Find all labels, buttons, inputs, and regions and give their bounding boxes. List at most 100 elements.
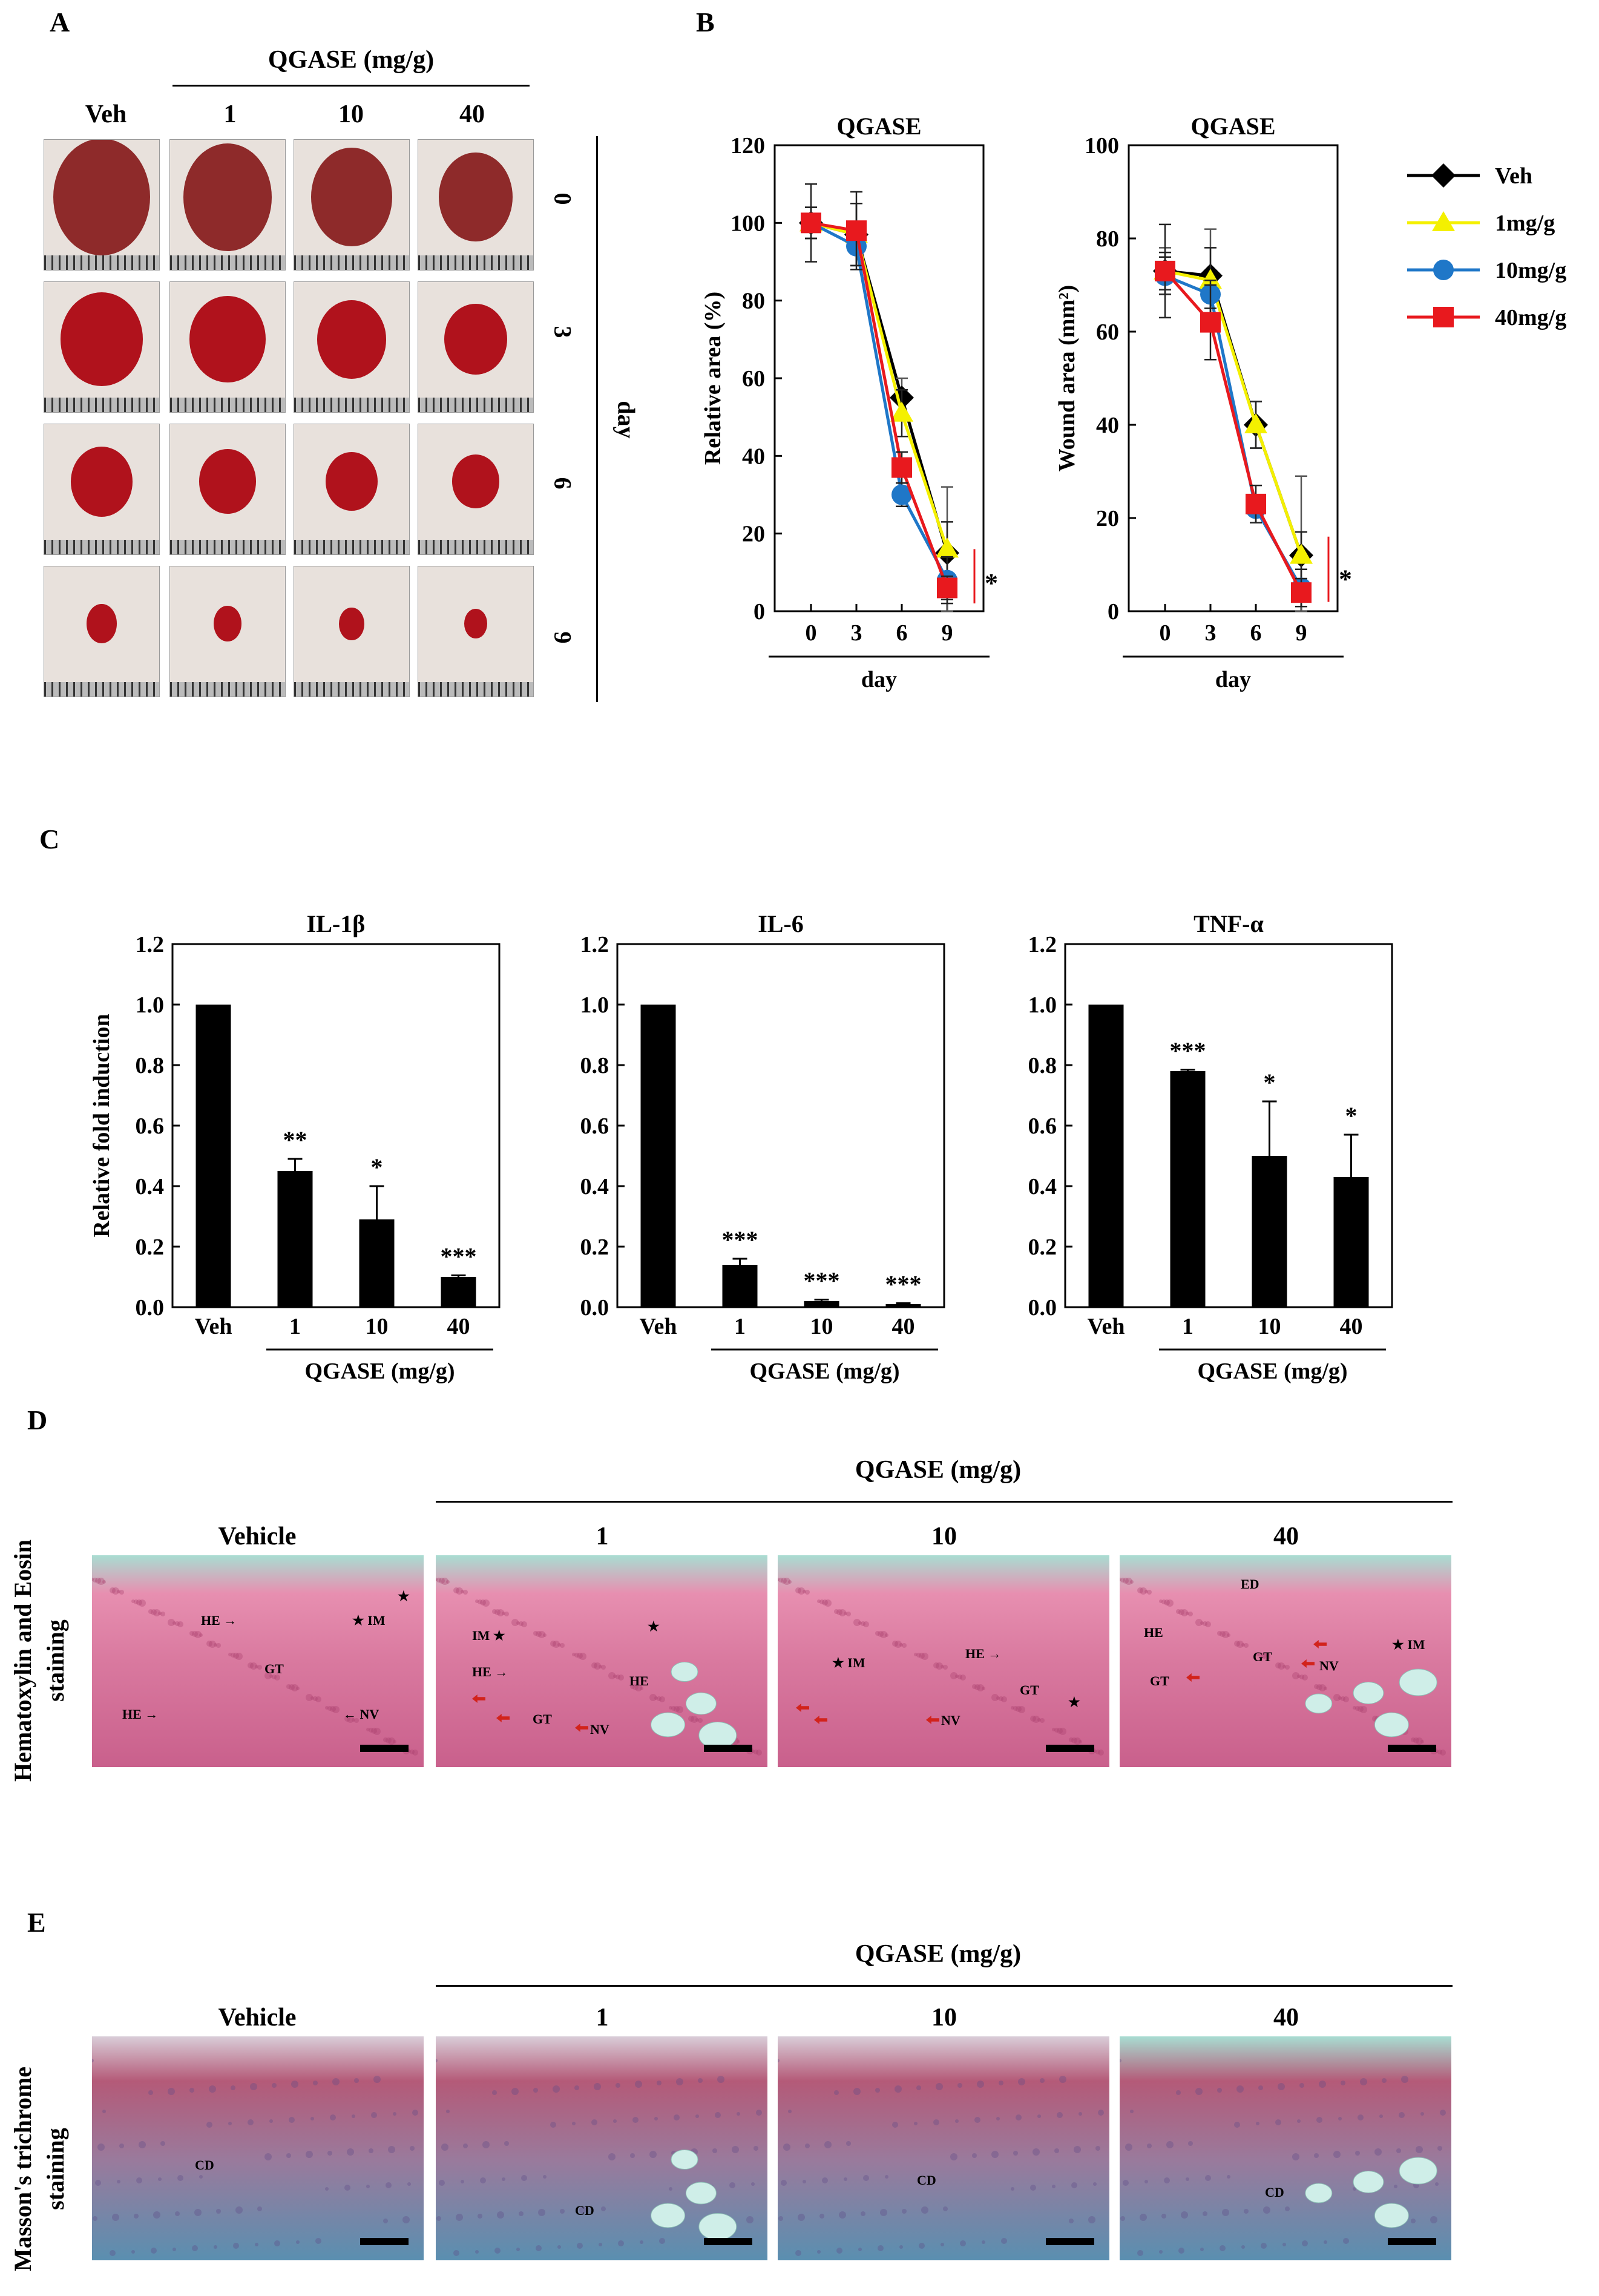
series-line — [810, 221, 949, 581]
cell-texture — [1440, 2110, 1446, 2116]
y-tick-label: 0.4 — [580, 1174, 609, 1199]
cell-texture — [366, 2185, 370, 2188]
cell-texture — [1278, 1662, 1285, 1670]
cd-label: CD — [1265, 2185, 1284, 2200]
cell-texture — [119, 1590, 124, 1595]
wound-photo — [294, 424, 410, 555]
cell-texture — [1123, 2180, 1129, 2186]
cell-texture — [698, 2078, 703, 2083]
cell-texture — [1054, 2148, 1059, 2153]
cell-texture — [1275, 2119, 1281, 2125]
significance-mark: *** — [441, 1243, 477, 1270]
x-tick-label: 1 — [289, 1314, 301, 1339]
cell-texture — [1338, 2117, 1342, 2121]
cell-texture — [352, 2114, 355, 2118]
cell-texture — [654, 2117, 658, 2121]
cell-texture — [97, 2143, 105, 2151]
cell-texture — [853, 2088, 861, 2095]
cell-texture — [754, 1750, 758, 1754]
cell-texture — [817, 2250, 821, 2254]
x-tick-label: 1 — [734, 1314, 746, 1339]
he-label: HE → — [965, 1646, 1002, 1661]
cell-texture — [1394, 2185, 1397, 2188]
significance-mark: * — [985, 568, 998, 598]
bar — [195, 1005, 231, 1307]
panel-e-col-10: 10 — [931, 2004, 957, 2032]
data-point — [890, 401, 913, 422]
cell-texture — [795, 2250, 801, 2256]
cell-texture — [264, 2153, 272, 2160]
cell-texture — [177, 2175, 183, 2181]
y-tick-label: 0.0 — [1028, 1295, 1057, 1320]
cell-texture — [291, 1684, 298, 1691]
cell-texture — [1227, 1633, 1230, 1637]
gt-label: GT — [1020, 1682, 1039, 1697]
cell-texture — [148, 2090, 153, 2095]
panel-d-col-1: 1 — [596, 1523, 609, 1550]
cell-texture — [1098, 1750, 1104, 1756]
cell-texture — [192, 2245, 198, 2251]
cell-texture — [1227, 2175, 1230, 2179]
cell-texture — [511, 1619, 519, 1626]
cell-texture — [112, 2214, 119, 2221]
bar — [359, 1219, 395, 1307]
cell-texture — [439, 1578, 445, 1584]
cell-texture — [325, 1706, 329, 1710]
micrograph-image — [1120, 2036, 1451, 2260]
x-tick-label: 10 — [1258, 1314, 1281, 1339]
cell-texture — [1130, 1580, 1134, 1584]
cell-texture — [616, 2083, 620, 2088]
cell-texture — [754, 2146, 758, 2151]
cell-texture — [388, 1737, 395, 1745]
cell-texture — [228, 2122, 232, 2125]
cell-texture — [875, 2088, 880, 2093]
cell-texture — [982, 2240, 985, 2244]
cell-texture — [778, 2216, 783, 2221]
cell-texture — [453, 2250, 459, 2256]
chart-title: QGASE — [836, 113, 921, 140]
cell-texture — [1217, 2088, 1222, 2093]
cell-texture — [1200, 1621, 1204, 1625]
cell-texture — [899, 2245, 903, 2249]
cell-texture — [228, 1653, 232, 1656]
legend-label: Veh — [1495, 163, 1532, 189]
cell-texture — [819, 2214, 824, 2219]
cell-texture — [231, 2085, 235, 2090]
cell-texture — [737, 1740, 740, 1743]
cell-texture — [557, 2245, 561, 2249]
cell-texture — [795, 1587, 801, 1593]
cell-texture — [560, 2209, 565, 2214]
ruler — [170, 255, 285, 270]
cell-texture — [310, 1696, 314, 1700]
cell-texture — [1186, 2177, 1189, 2181]
cell-texture — [332, 1706, 340, 1713]
cell-texture — [516, 2248, 520, 2251]
cell-texture — [732, 2146, 739, 2153]
cell-texture — [1411, 2219, 1416, 2223]
cell-texture — [235, 1653, 243, 1660]
cell-texture — [676, 2078, 683, 2085]
x-tick-label: 40 — [892, 1314, 915, 1339]
cell-texture — [601, 1665, 606, 1670]
cell-texture — [805, 1590, 810, 1595]
data-point — [937, 577, 957, 599]
panel-e-col-1: 1 — [596, 2004, 609, 2032]
cell-texture — [1140, 1587, 1147, 1595]
cell-texture — [977, 2081, 984, 2088]
cell-texture — [158, 2177, 162, 2181]
wound-photo — [169, 139, 286, 271]
y-tick-label: 0.6 — [1028, 1114, 1057, 1139]
cell-texture — [1130, 2110, 1134, 2113]
cell-texture — [630, 2153, 635, 2158]
chart-il6: IL-6 0.0 0.2 0.4 0.6 0.8 1.0 1.2 Veh *** 1 *** 10 ***… — [580, 910, 945, 1384]
cell-texture — [177, 1621, 183, 1627]
cell-texture — [751, 2182, 755, 2186]
cell-texture — [657, 2081, 662, 2085]
cell-texture — [1001, 1696, 1007, 1702]
cell-texture — [371, 1728, 377, 1734]
cell-texture — [248, 2119, 254, 2125]
cell-texture — [369, 1728, 373, 1733]
cell-texture — [310, 2117, 314, 2121]
im-label: IM ★ — [472, 1628, 505, 1643]
chart-wound-area: QGASE 0 20 40 60 80 100 0 3 6 9 day Wound area (mm²)… — [1054, 113, 1352, 692]
